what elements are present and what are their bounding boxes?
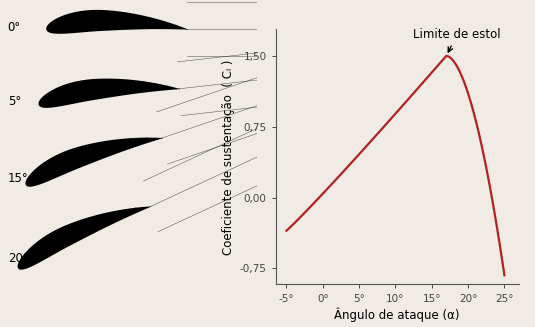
- Polygon shape: [39, 78, 179, 108]
- X-axis label: Ângulo de ataque (α): Ângulo de ataque (α): [334, 308, 460, 322]
- Polygon shape: [26, 138, 162, 187]
- Polygon shape: [46, 10, 187, 34]
- Text: 15°: 15°: [7, 172, 28, 185]
- Text: Limite de estol: Limite de estol: [414, 28, 501, 52]
- Text: 5°: 5°: [7, 95, 21, 108]
- Text: 0°: 0°: [7, 21, 21, 34]
- Polygon shape: [18, 206, 151, 270]
- Y-axis label: Coeficiente de sustentação  ( Cₗ ): Coeficiente de sustentação ( Cₗ ): [223, 59, 235, 255]
- Text: 20°: 20°: [7, 252, 28, 265]
